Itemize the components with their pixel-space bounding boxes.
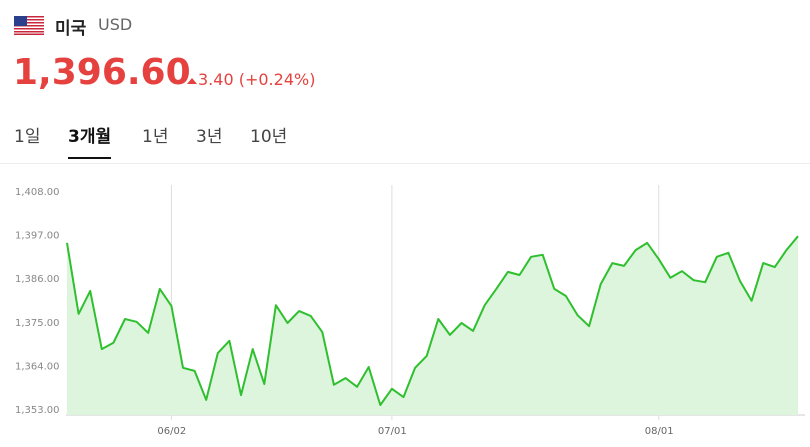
tab[interactable]: 1일 [14,127,41,147]
country: 미국 [55,19,87,39]
x-tick-label: 08/01 [645,426,674,437]
flag [14,16,44,35]
y-tick-label: 1,386.00 [15,274,60,285]
line [66,235,799,406]
y-tick-label: 1,364.00 [15,361,60,372]
y-tick-label: 1,408.00 [15,187,60,198]
up-icon [187,78,197,84]
x-tick-label: 07/01 [378,426,407,437]
tab[interactable]: 1년 [142,127,169,147]
y-tick-label: 1,353.00 [15,405,60,416]
x-tick-label: 06/02 [157,426,186,437]
divider [0,163,810,164]
y-tick-label: 1,397.00 [15,231,60,242]
change-pct: (+0.24%) [238,70,316,89]
price: 1,396.60 [13,52,191,93]
tab[interactable]: 3개월 [68,122,112,159]
area [67,236,798,415]
y-tick-label: 1,375.00 [15,318,60,329]
tab[interactable]: 3년 [196,127,223,147]
change: 3.40 (+0.24%) [198,70,315,89]
change-value: 3.40 [198,70,234,89]
tab[interactable]: 10년 [250,127,288,147]
currency: USD [98,15,133,34]
